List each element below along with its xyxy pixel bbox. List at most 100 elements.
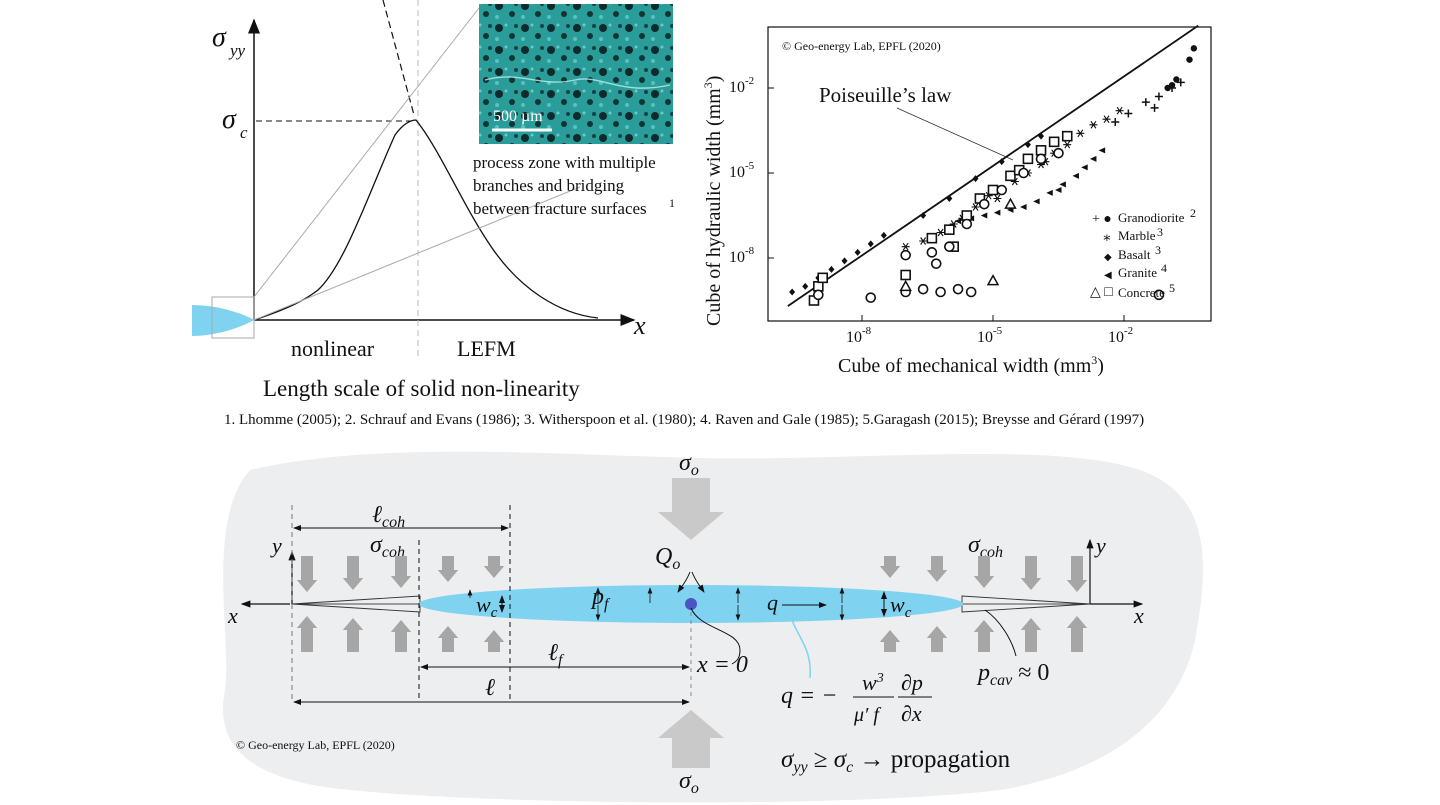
data-point-granodiorite-+ [1141,98,1150,107]
xtick-3: 10-2 [1108,325,1133,346]
data-point-basalt-diamond [946,195,953,202]
data-point-concrete-triangle [1004,197,1017,209]
data-point-granite-triangle-left [1089,155,1097,162]
lubrication-equation: q = − w3 μ′ f ∂p ∂x [781,670,932,726]
sigma-o-bottom: σo [679,768,699,797]
cohesive-arrow-up [879,630,901,652]
data-point-concrete-triangle [986,274,1000,286]
x-left-label: x [227,603,238,628]
propagation-criterion: σyy ≥ σc → propagation [781,746,1011,776]
data-point-concrete-square [900,269,911,281]
legend-label: Marble [1118,228,1156,243]
data-point-concrete-triangle [899,279,912,292]
ytick-1: 10-2 [729,75,754,96]
data-point-granodiorite-+ [1124,109,1133,118]
data-point-granodiorite-dot [1168,81,1176,89]
cohesive-arrow-up [1066,616,1088,652]
data-point-basalt-diamond [920,212,927,219]
ytick-3: 10-8 [729,245,755,266]
xtick-2: 10-5 [977,325,1003,346]
Q-label: Qo [655,544,680,573]
data-point-concrete-circle [965,286,977,298]
data-point-concrete-circle [1053,147,1064,159]
zoom-line-bottom [253,186,581,321]
panel-fracture-schematic: x x y y ℓcoh σcoh σcoh ℓf ℓ σo σo [222,450,1203,803]
wc-right: wc [890,592,912,621]
eq-dnum: ∂p [901,670,923,695]
data-point-concrete-circle [1018,167,1029,179]
pf-label: pf [590,584,611,613]
pcav-leader [984,609,1017,657]
data-point-granite-triangle-left [1059,181,1066,188]
scale-bar-label: 500 µm [493,108,543,125]
data-point-basalt-diamond [1038,132,1045,140]
data-point-concrete-square [926,232,938,244]
data-point-granodiorite-dot [1186,56,1193,63]
data-point-marble-* [901,242,910,251]
data-point-marble-* [993,194,1002,203]
data-point-concrete-square [1061,130,1073,142]
data-point-basalt-diamond [972,175,979,183]
references: 1. Lhomme (2005); 2. Schrauf and Evans (… [224,412,1144,428]
data-point-granodiorite-+ [1176,78,1185,87]
process-zone-ref: 1 [669,196,675,210]
chart-legend: + ● Granodiorite 2 ∗ Marble 3 ◆ Basalt 3… [1090,206,1196,300]
data-point-concrete-circle [930,258,942,269]
data-point-concrete-square [944,224,955,235]
data-point-concrete-circle [813,289,824,301]
length-scale-caption: Length scale of solid non-linearity [263,376,580,401]
data-point-concrete-square [1005,170,1016,182]
cohesive-arrow-up [973,620,995,652]
data-point-granodiorite-+ [1111,118,1120,126]
legend-label: Concrete [1118,285,1165,300]
data-point-granodiorite-+ [1154,92,1163,101]
wc-left: wc [476,592,498,621]
data-point-granite-triangle-left [1081,164,1088,171]
y-left-label: y [270,533,282,558]
x-zero-label: x = 0 [696,652,748,678]
q-leader [791,619,811,679]
process-zone-line1: process zone with multiple [473,153,656,172]
data-point-concrete-circle [978,198,990,210]
data-point-marble-* [1063,140,1072,149]
legend-ref: 3 [1157,225,1163,239]
legend-marker: + ● [1092,212,1112,227]
legend-ref: 2 [1190,206,1196,220]
data-point-basalt-diamond [828,265,835,273]
data-point-concrete-square [813,281,824,292]
data-point-granite-triangle-left [1098,147,1106,154]
legend-marker: △ □ [1090,285,1113,300]
eq-lhs: q = − [781,683,837,709]
cohesive-arrow-down [296,556,318,592]
data-point-granite-triangle-left [980,212,988,219]
legend-label: Granodiorite [1118,210,1185,225]
x-axis-label: Cube of mechanical width (mm3) [838,353,1104,377]
data-point-basalt-diamond [789,288,796,296]
data-point-marble-* [1076,129,1085,138]
pressure-arrows [467,587,845,621]
legend-label: Basalt [1118,247,1151,262]
data-point-marble-* [936,228,945,237]
process-zone-line3: between fracture surfaces [473,199,647,218]
data-point-marble-* [1102,115,1111,123]
legend-marker: ◆ [1104,252,1112,263]
data-point-granodiorite-+ [1150,103,1159,112]
sigma-o-arrow-bottom [658,710,724,768]
data-point-granite-triangle-left [1072,172,1079,179]
chart-marks [768,24,1199,321]
fracture-trace [484,76,671,89]
legend-marker: ◀ [1104,270,1112,281]
legend-concrete: △ □ Concrete 5 [1090,281,1175,300]
cohesive-arrow-up [483,630,505,652]
data-point-concrete-square [961,210,973,221]
Q-arrow-left [677,571,691,593]
data-point-basalt-diamond [841,257,848,265]
cohesive-arrows [296,556,1088,652]
data-point-basalt-diamond [867,240,874,248]
sigma-c-sub: c [240,123,248,142]
x-symbol: x [633,311,646,340]
data-point-granite-triangle-left [1046,189,1053,196]
legend-ref: 3 [1155,243,1161,257]
y-tick-labels: 10-2 10-5 10-8 [729,75,755,266]
